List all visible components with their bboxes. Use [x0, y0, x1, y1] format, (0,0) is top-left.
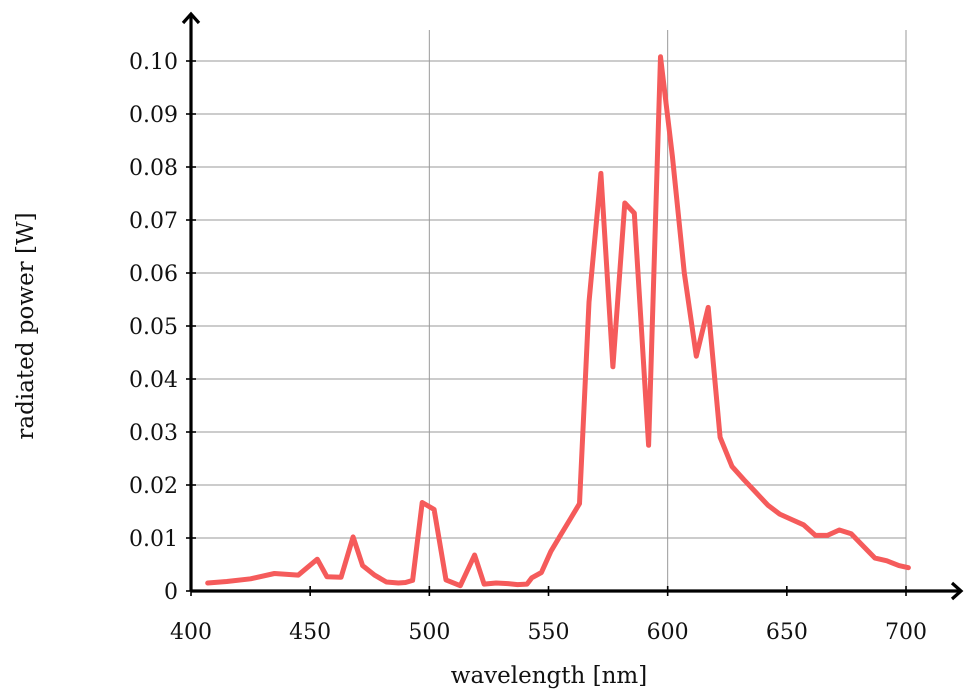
- y-tick-label: 0.10: [129, 50, 178, 75]
- x-tick-label: 450: [289, 620, 331, 645]
- x-axis-label: wavelength [nm]: [451, 663, 647, 689]
- x-tick-label: 500: [408, 620, 450, 645]
- grid: [191, 30, 907, 591]
- y-tick-label: 0.03: [129, 421, 178, 446]
- x-tick-label: 700: [885, 620, 927, 645]
- y-tick-label: 0.08: [129, 156, 178, 181]
- y-tick-label: 0.07: [129, 209, 178, 234]
- x-tick-label: 650: [766, 620, 808, 645]
- y-tick-label: 0.09: [129, 103, 178, 128]
- ticks: 400 450 500 550 600 650 700 0 0.01 0.02 0.03 0.04 0.…: [129, 50, 927, 645]
- y-tick-label: 0.05: [129, 315, 178, 340]
- series-line: [205, 54, 911, 589]
- y-tick-label: 0.01: [129, 527, 178, 552]
- y-tick-label: 0.02: [129, 474, 178, 499]
- y-tick-label: 0.06: [129, 262, 178, 287]
- y-tick-label: 0: [164, 580, 178, 605]
- y-axis-arrowhead: [181, 11, 201, 25]
- axes: [181, 11, 964, 601]
- y-tick-label: 0.04: [129, 368, 178, 393]
- x-tick-label: 400: [170, 620, 212, 645]
- y-axis-label: radiated power [W]: [13, 212, 39, 439]
- x-tick-label: 550: [528, 620, 570, 645]
- x-tick-label: 600: [647, 620, 689, 645]
- series-layer: [205, 54, 911, 589]
- x-axis-arrowhead: [950, 581, 964, 601]
